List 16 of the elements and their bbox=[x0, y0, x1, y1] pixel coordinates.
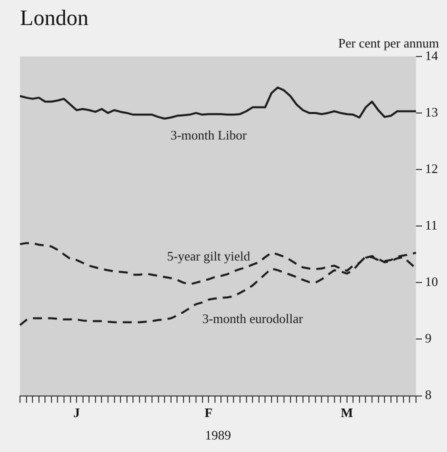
x-axis-title: 1989 bbox=[205, 428, 231, 443]
y-tick-label: 10 bbox=[425, 274, 438, 290]
y-tick-label: 13 bbox=[425, 104, 438, 120]
y-tick-label: 9 bbox=[425, 330, 432, 346]
y-axis-title: Per cent per annum bbox=[338, 35, 439, 50]
x-tick-label: M bbox=[340, 404, 353, 420]
series-label: 5-year gilt yield bbox=[167, 248, 251, 264]
y-tick-label: 14 bbox=[425, 48, 438, 63]
series-label: 3-month Libor bbox=[170, 128, 248, 143]
series-label: 3-month eurodollar bbox=[202, 310, 304, 326]
y-tick-label: 11 bbox=[425, 218, 438, 233]
x-tick-label: F bbox=[204, 404, 213, 420]
y-tick-label: 12 bbox=[425, 160, 438, 176]
x-tick-label: J bbox=[73, 404, 80, 420]
chart-title: London bbox=[20, 4, 88, 30]
y-tick-label: 8 bbox=[425, 387, 432, 402]
